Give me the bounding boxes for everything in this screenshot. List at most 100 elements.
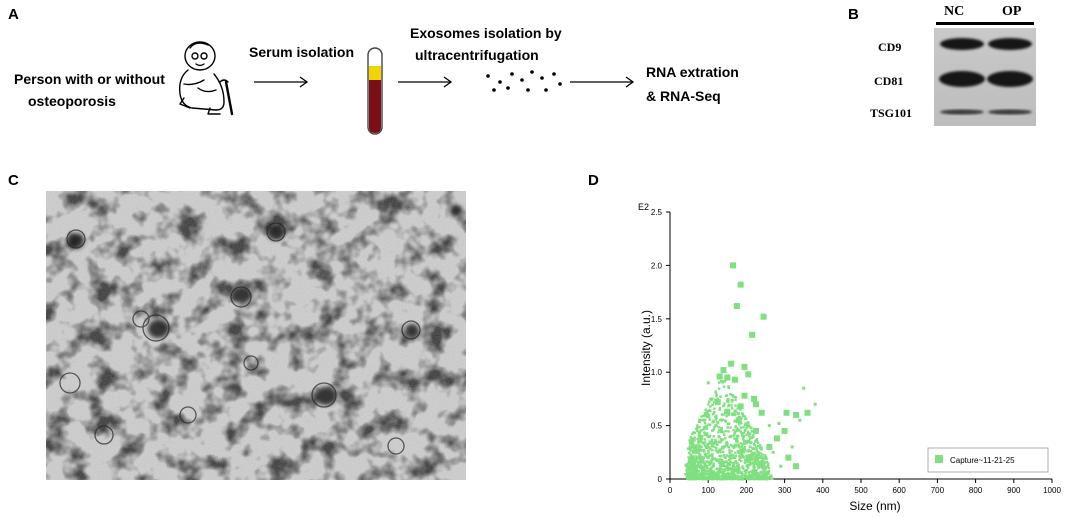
data-point (693, 464, 696, 468)
data-point (729, 457, 733, 460)
data-point (753, 458, 756, 461)
data-point (757, 453, 760, 456)
data-point-large (731, 376, 738, 383)
data-point (726, 468, 730, 472)
data-point (691, 432, 694, 435)
data-point (731, 471, 734, 475)
data-point (691, 455, 694, 458)
data-point (685, 464, 688, 468)
data-point (765, 457, 768, 461)
data-point (709, 397, 712, 401)
rna-seq-label: RNA extration & RNA-Seq (646, 60, 739, 108)
data-point (707, 403, 710, 406)
data-point (734, 410, 738, 413)
data-point (703, 444, 707, 447)
data-point (702, 414, 705, 418)
data-point (716, 458, 720, 462)
data-point (742, 431, 746, 435)
data-point (715, 446, 718, 450)
data-point (705, 412, 708, 416)
data-point (734, 451, 737, 454)
data-point (690, 438, 694, 441)
data-point (691, 469, 695, 473)
data-point (725, 414, 728, 418)
data-point-large (783, 409, 790, 416)
data-point (730, 469, 733, 472)
data-point (731, 454, 735, 457)
data-point (721, 471, 724, 474)
data-point-large (758, 409, 765, 416)
data-point (710, 476, 713, 480)
data-point (692, 448, 696, 451)
data-point (700, 415, 703, 418)
elderly-person-with-cane-icon (178, 41, 234, 116)
panel-d-letter: D (588, 172, 599, 189)
data-point (733, 409, 737, 412)
tem-micrograph (46, 191, 466, 480)
data-point (721, 463, 724, 466)
data-point (707, 451, 710, 454)
data-point (712, 420, 715, 423)
data-point (685, 469, 688, 472)
data-point (710, 441, 713, 445)
data-point (705, 464, 709, 468)
data-point (756, 444, 760, 448)
data-point (707, 415, 711, 419)
data-point (701, 418, 704, 422)
data-point (700, 462, 703, 465)
data-point (743, 423, 747, 427)
data-point (693, 466, 696, 470)
data-point (756, 472, 760, 476)
data-point (691, 449, 694, 453)
data-point (698, 466, 702, 469)
data-point (730, 393, 734, 397)
data-point (764, 473, 768, 477)
data-point (700, 467, 703, 470)
data-point (730, 407, 734, 410)
data-point (734, 459, 738, 463)
data-point (691, 457, 694, 461)
data-point (798, 418, 802, 422)
data-point (712, 475, 715, 478)
x-axis-label: Size (nm) (849, 499, 900, 513)
exosome-dots-icon (486, 70, 562, 92)
data-point (699, 475, 702, 478)
rna-seq-line1: RNA extration (646, 64, 739, 80)
data-point (742, 434, 745, 438)
data-point (718, 465, 722, 468)
data-point (741, 414, 745, 418)
data-point (689, 453, 693, 457)
data-point (734, 425, 737, 428)
data-point (704, 446, 708, 449)
data-point (730, 404, 733, 407)
data-point (721, 380, 725, 383)
data-point (727, 403, 731, 407)
data-point (741, 467, 745, 470)
data-point (716, 474, 719, 477)
data-point (752, 442, 756, 445)
data-point (742, 439, 745, 442)
x-tick-label: 700 (931, 486, 945, 495)
data-point (730, 467, 734, 470)
data-point (698, 431, 702, 434)
data-point (697, 433, 701, 436)
data-point (762, 468, 766, 472)
data-point (736, 429, 740, 432)
data-point (755, 439, 758, 442)
data-point-large (793, 463, 800, 470)
data-point (755, 446, 758, 449)
data-point (710, 474, 714, 477)
rna-seq-line2: & RNA-Seq (646, 88, 721, 104)
data-point (732, 395, 735, 398)
data-point (696, 456, 700, 459)
data-point (709, 447, 712, 451)
data-point (742, 456, 746, 459)
data-point (758, 456, 761, 459)
data-point (733, 419, 737, 423)
data-point (753, 474, 757, 477)
data-point (736, 476, 739, 479)
data-point (761, 461, 765, 464)
data-point (752, 464, 755, 468)
data-point (687, 456, 690, 459)
data-point (708, 442, 711, 445)
